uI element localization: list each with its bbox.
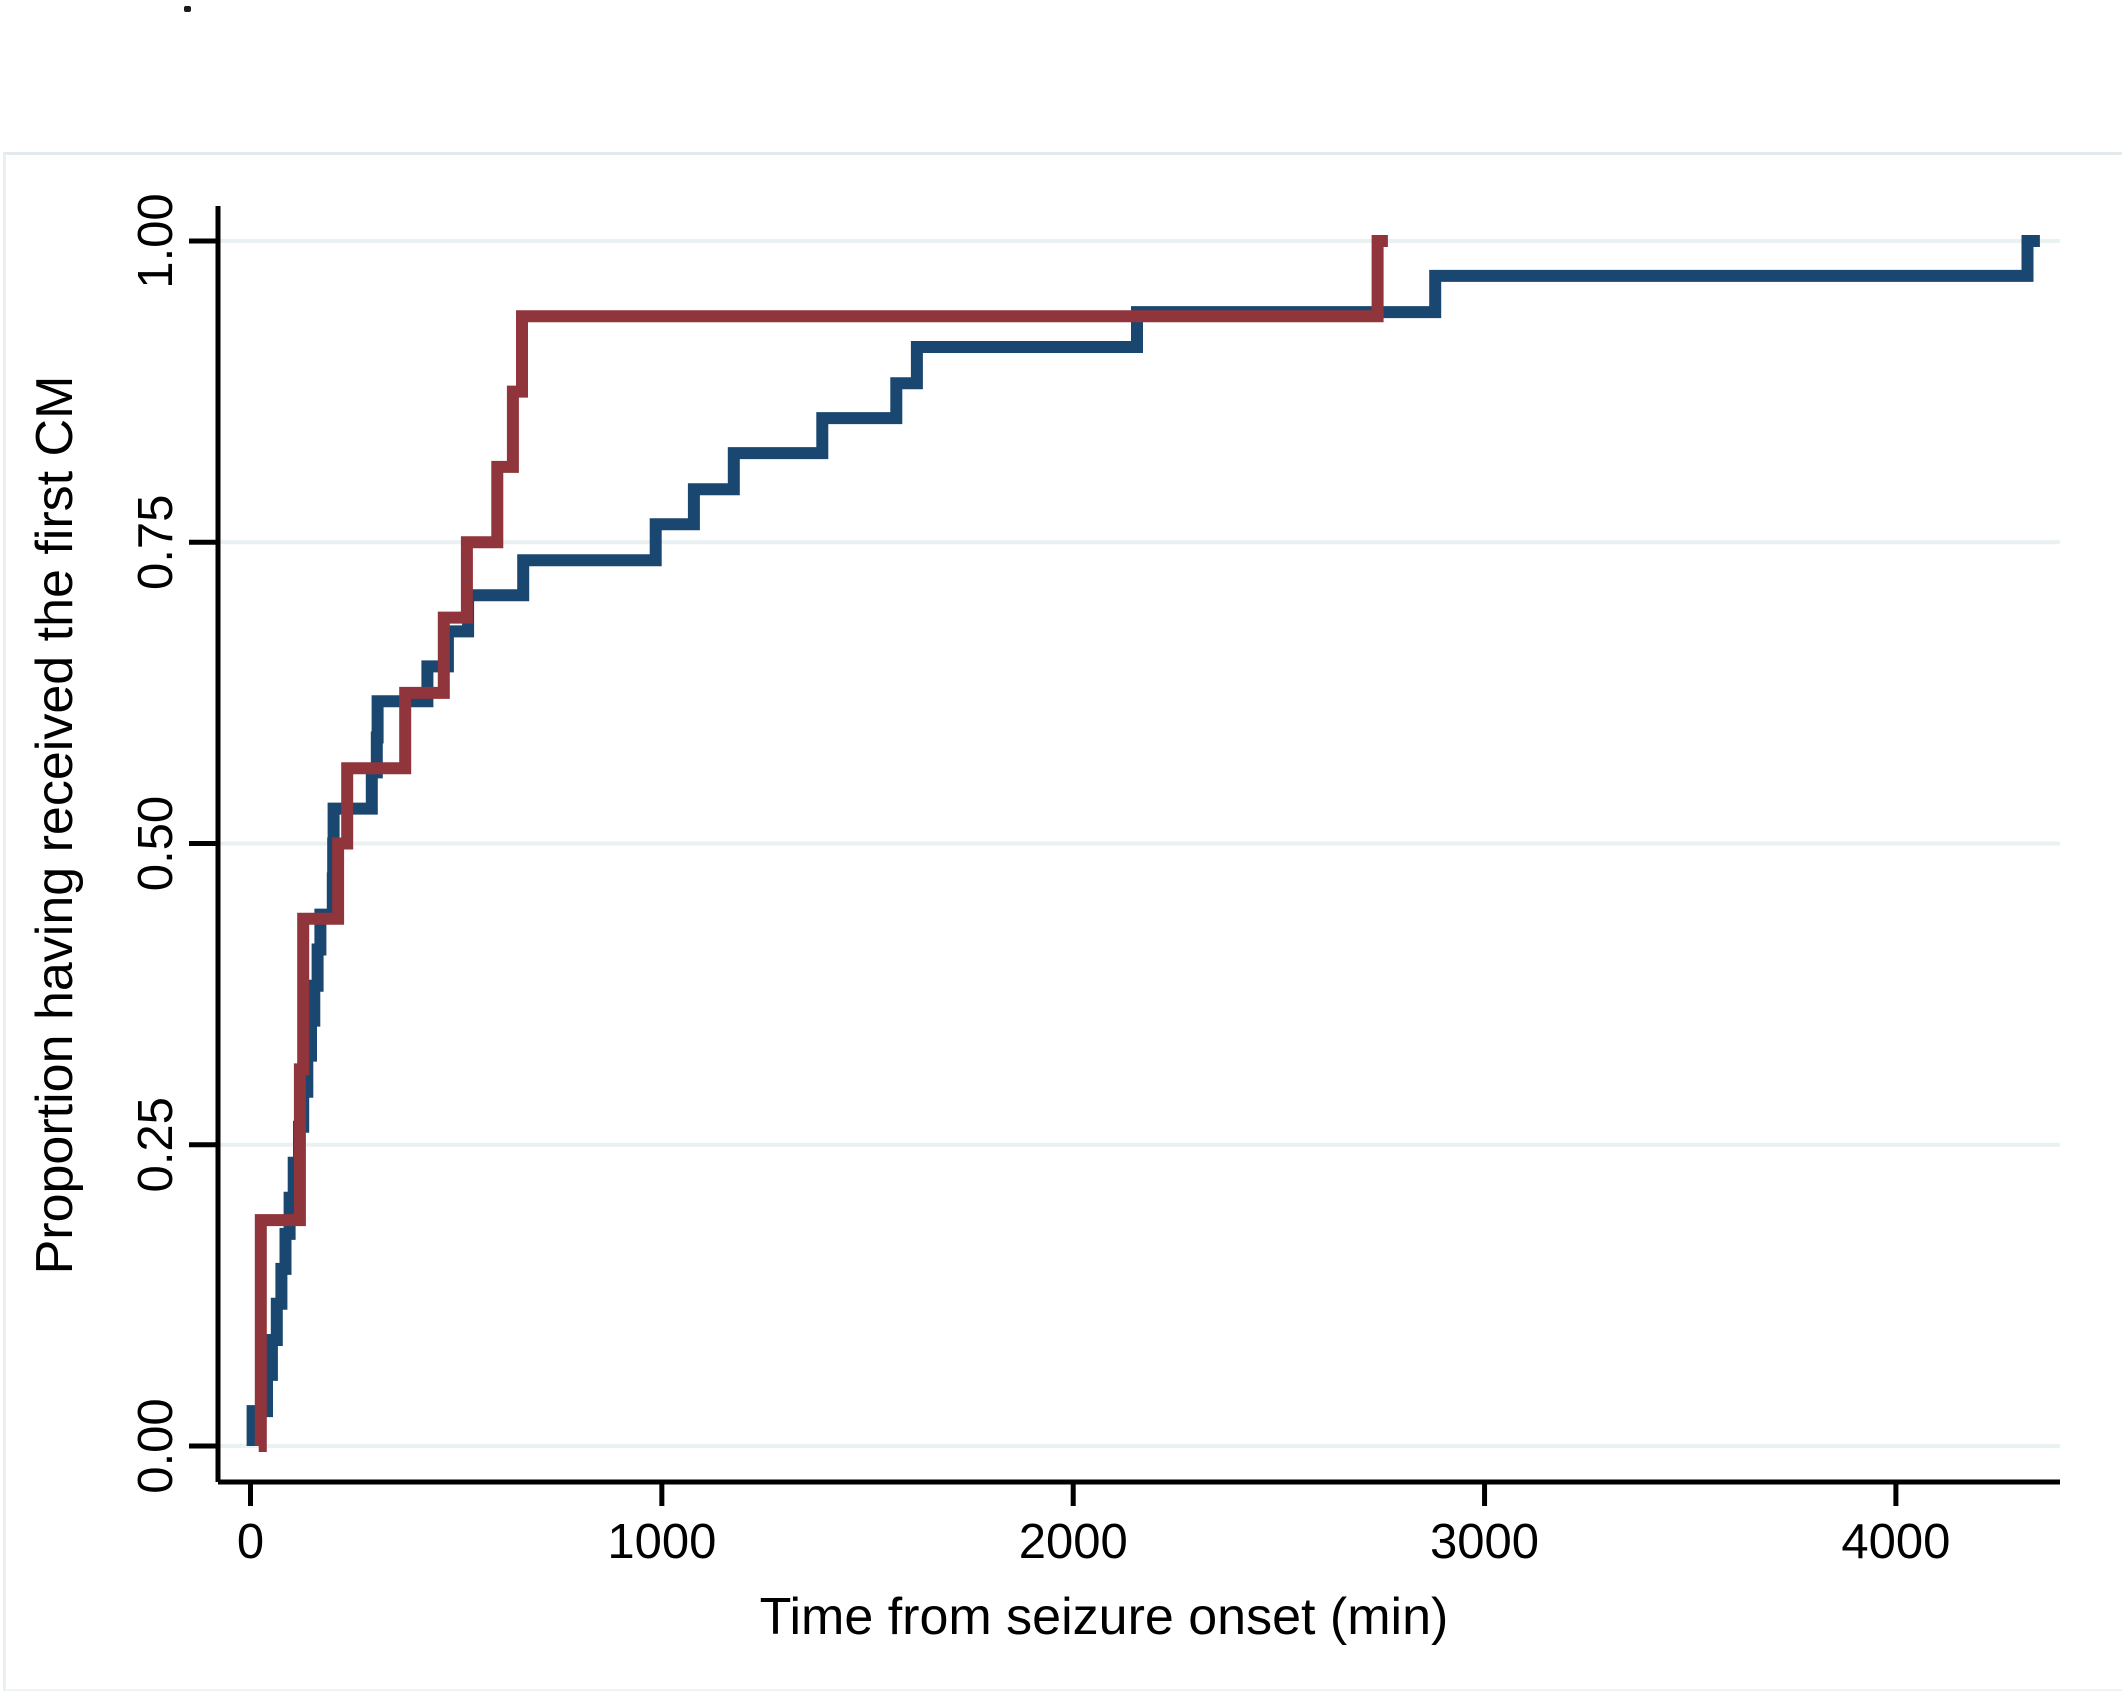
x-tick-label-3000: 3000 <box>1430 1515 1539 1569</box>
y-tick-label-1: 1.00 <box>129 193 183 288</box>
stray-dot <box>184 6 191 12</box>
y-tick-labels: 0.00 0.25 0.50 0.75 1.00 <box>129 193 183 1493</box>
tick-marks <box>189 238 1899 1506</box>
plot-outer-box <box>3 152 2122 1691</box>
y-tick-label-0.25: 0.25 <box>129 1097 183 1192</box>
x-tick-label-1000: 1000 <box>607 1515 716 1569</box>
x-tick-label-0: 0 <box>237 1515 264 1569</box>
y-tick-label-0: 0.00 <box>129 1398 183 1493</box>
y-tick-label-0.5: 0.50 <box>129 796 183 891</box>
x-tick-label-2000: 2000 <box>1019 1515 1128 1569</box>
horizontal-gridlines <box>218 239 2060 1448</box>
curve-maroon-group <box>254 235 1388 1452</box>
x-axis-title: Time from seizure onset (min) <box>760 1588 1449 1646</box>
x-tick-labels: 0 1000 2000 3000 4000 <box>237 1515 1951 1569</box>
survival-curves <box>246 235 2040 1452</box>
y-axis-title: Proportion having received the first CM <box>26 376 84 1275</box>
y-tick-label-0.75: 0.75 <box>129 495 183 590</box>
x-tick-label-4000: 4000 <box>1841 1515 1950 1569</box>
